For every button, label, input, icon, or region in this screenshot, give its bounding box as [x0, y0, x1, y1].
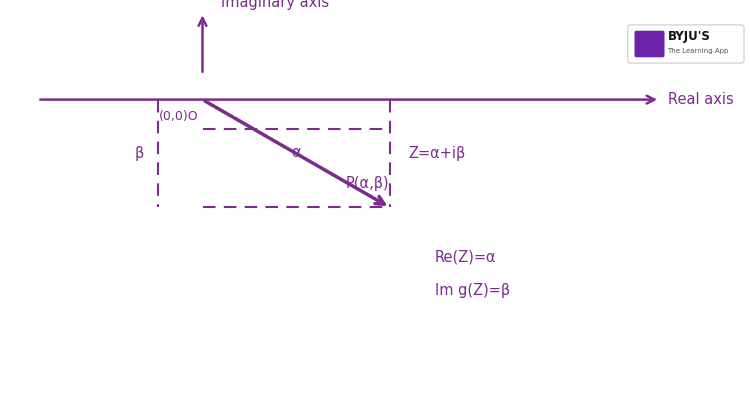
- Text: α: α: [292, 145, 301, 160]
- Text: Real axis: Real axis: [668, 92, 734, 107]
- Text: Re(Z)=α: Re(Z)=α: [435, 250, 496, 265]
- Text: Z=α+iβ: Z=α+iβ: [409, 146, 466, 161]
- Text: P(α,β): P(α,β): [346, 176, 389, 191]
- FancyBboxPatch shape: [628, 25, 744, 63]
- Text: Im g(Z)=β: Im g(Z)=β: [435, 283, 510, 298]
- Text: The Learning App: The Learning App: [668, 48, 729, 54]
- Text: (0,0)O: (0,0)O: [159, 110, 199, 123]
- Text: BYJU'S: BYJU'S: [668, 29, 710, 43]
- FancyBboxPatch shape: [634, 31, 664, 57]
- Text: β: β: [134, 146, 143, 161]
- Text: Imaginary axis: Imaginary axis: [221, 0, 329, 10]
